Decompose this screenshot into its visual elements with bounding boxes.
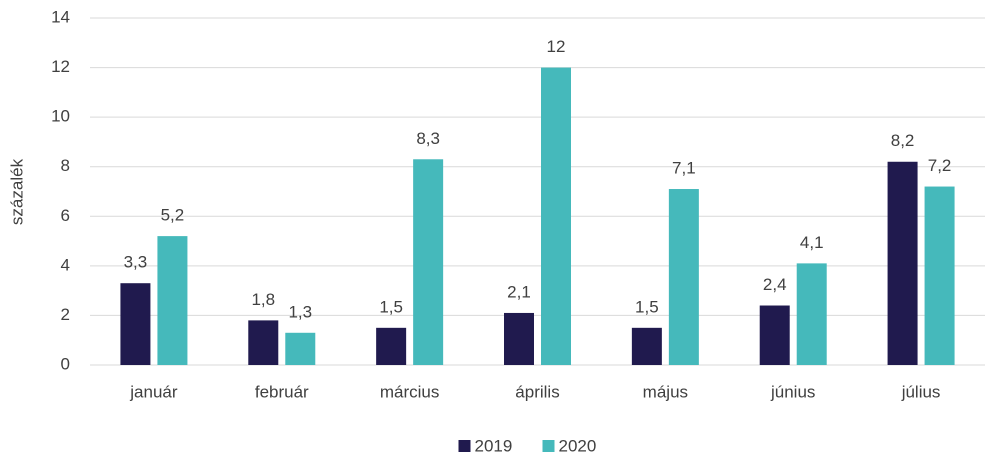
legend-swatch xyxy=(458,440,471,452)
value-label: 4,1 xyxy=(800,233,824,252)
bar xyxy=(504,312,534,365)
x-tick-label: június xyxy=(770,382,815,401)
legend-swatch xyxy=(542,440,555,452)
bar xyxy=(887,161,918,365)
bar xyxy=(285,332,316,365)
legend-label: 2020 xyxy=(559,436,597,455)
x-tick-label: július xyxy=(901,382,941,401)
bar xyxy=(248,320,279,365)
bar xyxy=(157,236,188,365)
value-label: 7,1 xyxy=(672,159,696,178)
bar xyxy=(631,327,662,365)
value-label: 3,3 xyxy=(124,253,148,272)
y-tick-label: 6 xyxy=(61,206,70,225)
x-tick-label: április xyxy=(515,382,559,401)
legend-label: 2019 xyxy=(475,436,513,455)
y-tick-label: 4 xyxy=(61,255,70,274)
value-label: 1,5 xyxy=(635,297,659,316)
value-label: 8,2 xyxy=(891,131,915,150)
y-tick-label: 14 xyxy=(51,7,70,26)
y-tick-label: 2 xyxy=(61,305,70,324)
value-label: 7,2 xyxy=(928,156,952,175)
y-tick-label: 0 xyxy=(61,354,70,373)
value-label: 12 xyxy=(547,37,566,56)
bar xyxy=(668,189,699,365)
x-tick-label: február xyxy=(255,382,309,401)
value-label: 8,3 xyxy=(416,129,440,148)
bar xyxy=(924,186,955,365)
bar xyxy=(541,67,571,366)
value-label: 2,1 xyxy=(507,282,531,301)
x-tick-label: január xyxy=(129,382,178,401)
bar xyxy=(759,305,790,365)
bar xyxy=(376,327,407,365)
bar xyxy=(120,283,151,365)
bar xyxy=(796,263,827,365)
y-tick-label: 12 xyxy=(51,57,70,76)
value-label: 2,4 xyxy=(763,275,787,294)
y-tick-label: 8 xyxy=(61,156,70,175)
value-label: 5,2 xyxy=(161,206,185,225)
x-tick-label: május xyxy=(643,382,688,401)
value-label: 1,8 xyxy=(251,290,275,309)
y-tick-label: 10 xyxy=(51,107,70,126)
bar xyxy=(413,159,444,365)
x-tick-label: március xyxy=(380,382,440,401)
value-label: 1,5 xyxy=(379,297,403,316)
y-axis-title: százalék xyxy=(7,158,26,225)
value-label: 1,3 xyxy=(288,302,312,321)
